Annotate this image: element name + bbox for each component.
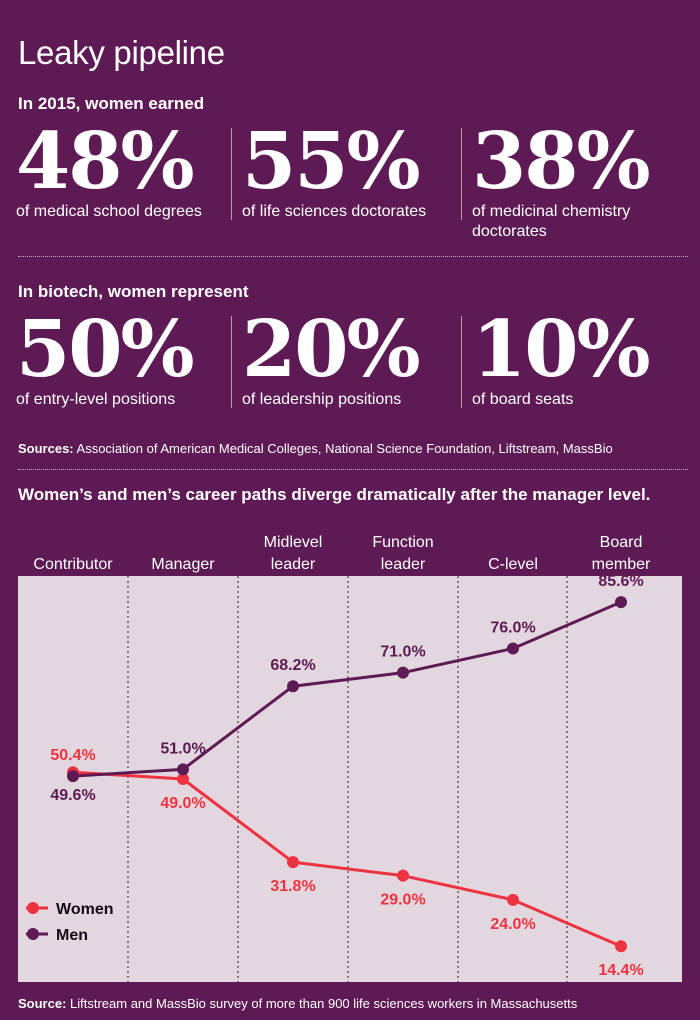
plot-background xyxy=(18,576,682,982)
source-text: Liftstream and MassBio survey of more th… xyxy=(66,996,578,1011)
stat-value: 55% xyxy=(242,116,421,207)
stat-label: of medical school degrees xyxy=(16,203,202,220)
men-point xyxy=(507,642,519,655)
women-data-label: 14.4% xyxy=(598,962,643,979)
women-data-label: 50.4% xyxy=(50,747,95,764)
sources-label: Sources: xyxy=(18,441,74,456)
men-data-label: 71.0% xyxy=(380,644,425,661)
sources-text: Association of American Medical Colleges… xyxy=(73,441,613,456)
biotech-heading: In biotech, women represent xyxy=(18,282,249,301)
stat-label: of board seats xyxy=(472,391,574,408)
category-label: Midlevel leader xyxy=(264,534,323,573)
men-data-label: 85.6% xyxy=(598,573,643,590)
stat-label: of life sciences doctorates xyxy=(242,203,427,220)
stat-label: of leadership positions xyxy=(242,391,402,408)
stat-entry-level: 50% of entry-level positions xyxy=(16,310,236,410)
stat-value: 48% xyxy=(16,116,195,207)
women-data-label: 31.8% xyxy=(270,878,315,895)
stat-board-seats: 10% of board seats xyxy=(472,310,692,410)
women-data-label: 24.0% xyxy=(490,916,535,933)
women-series-line xyxy=(72,770,622,948)
women-legend-label: Women xyxy=(56,901,113,918)
chart-title: Women’s and men’s career paths diverge d… xyxy=(18,485,651,504)
stat-value: 20% xyxy=(242,304,421,395)
men-legend-label: Men xyxy=(56,927,88,944)
survey-source-note: Source: Liftstream and MassBio survey of… xyxy=(18,996,688,1011)
men-series-line xyxy=(72,600,622,778)
women-point xyxy=(397,869,409,882)
category-label: Board member xyxy=(592,534,651,573)
men-legend-marker xyxy=(27,928,39,940)
women-point xyxy=(177,773,189,785)
men-data-label: 51.0% xyxy=(160,740,205,757)
stat-value: 38% xyxy=(472,116,651,207)
source-label: Source: xyxy=(18,996,67,1011)
women-data-label: 49.0% xyxy=(160,795,205,812)
women-point xyxy=(287,856,299,869)
section-divider xyxy=(18,469,688,470)
men-data-label: 76.0% xyxy=(490,620,535,637)
men-point xyxy=(397,666,409,679)
stat-value: 50% xyxy=(16,304,195,395)
women-legend-marker xyxy=(27,902,39,914)
page-title: Leaky pipeline xyxy=(18,34,225,71)
men-point xyxy=(615,596,627,609)
stat-medical-degrees: 48% of medical school degrees xyxy=(16,122,236,222)
stat-leadership: 20% of leadership positions xyxy=(242,310,462,410)
category-label: Manager xyxy=(151,556,215,573)
men-data-label: 68.2% xyxy=(270,657,315,674)
stat-divider xyxy=(461,128,462,220)
sources-note: Sources: Association of American Medical… xyxy=(18,441,688,456)
category-label: Contributor xyxy=(33,556,113,573)
stat-life-sciences-doctorates: 55% of life sciences doctorates xyxy=(242,122,462,222)
stat-divider xyxy=(231,128,232,220)
stat-divider xyxy=(231,316,232,408)
men-point xyxy=(177,763,189,776)
men-point xyxy=(287,680,299,693)
men-data-label: 49.6% xyxy=(50,787,95,804)
men-point xyxy=(67,770,79,783)
women-point xyxy=(507,893,519,906)
stat-label: of medicinal chemistry doctorates xyxy=(472,203,631,240)
category-label: C-level xyxy=(488,556,538,573)
degrees-heading: In 2015, women earned xyxy=(18,94,205,113)
women-point xyxy=(615,940,627,953)
category-label: Function leader xyxy=(372,534,433,573)
stat-value: 10% xyxy=(472,304,651,395)
women-data-label: 29.0% xyxy=(380,892,425,909)
career-path-chart: Contributor Manager Midlevel leader Function… xyxy=(18,534,682,982)
stat-label: of entry-level positions xyxy=(16,391,176,408)
stat-divider xyxy=(461,316,462,408)
stat-medicinal-chemistry-doctorates: 38% of medicinal chemistry doctorates xyxy=(472,122,672,242)
section-divider xyxy=(18,256,688,257)
